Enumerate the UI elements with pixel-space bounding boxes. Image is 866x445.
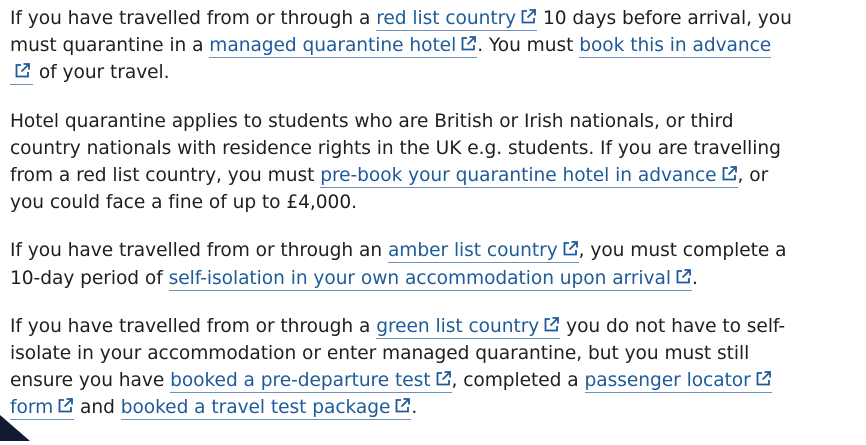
- external-link-icon: [394, 397, 411, 414]
- body-text: . You must: [477, 35, 580, 57]
- link-label: amber list country: [387, 240, 558, 262]
- body-text: ensure you have: [10, 370, 171, 392]
- body-text: 10-day period of: [10, 267, 169, 289]
- body-text: If you have travelled from or through a: [10, 315, 377, 337]
- body-text: isolate in your accommodation or enter m…: [10, 343, 750, 365]
- paragraph-line: from a red list country, you must pre-bo…: [10, 162, 866, 189]
- link-form[interactable]: form: [10, 397, 75, 421]
- external-link-icon: [562, 240, 579, 257]
- external-link-icon: [721, 165, 738, 182]
- body-text: If you have travelled from or through an: [10, 240, 388, 262]
- link-label: red list country: [376, 8, 517, 29]
- link-label: green list country: [376, 315, 540, 337]
- paragraph-line: Hotel quarantine applies to students who…: [10, 108, 866, 135]
- link-label: pre-book your quarantine hotel in advanc…: [320, 165, 717, 187]
- link-managed-quarantine-hotel[interactable]: managed quarantine hotel: [209, 35, 478, 59]
- link-label: form: [10, 397, 54, 419]
- body-text: , you must complete a: [578, 240, 787, 262]
- paragraph-line: form and booked a travel test package.: [10, 394, 866, 421]
- body-text: 10 days before arrival, you: [537, 8, 792, 29]
- body-text: If you have travelled from or through a: [10, 8, 377, 29]
- external-link-icon: [460, 35, 477, 52]
- link-amber-list-country[interactable]: amber list country: [387, 240, 579, 264]
- body-text: Hotel quarantine applies to students who…: [10, 110, 734, 132]
- corner-triangle-icon: [0, 409, 30, 441]
- body-text: .: [411, 397, 418, 419]
- paragraph-line: must quarantine in a managed quarantine …: [10, 32, 866, 59]
- paragraph-4: If you have travelled from or through a …: [10, 313, 866, 422]
- body-text: , or: [737, 165, 769, 187]
- paragraph-line: 10-day period of self-isolation in your …: [10, 265, 866, 292]
- link-red-list-country[interactable]: red list country: [376, 8, 538, 31]
- external-link-icon: [435, 370, 452, 387]
- link-passenger-locator[interactable]: passenger locator: [584, 370, 772, 394]
- paragraph-line: If you have travelled from or through an…: [10, 237, 866, 264]
- paragraph-1: If you have travelled from or through a …: [10, 5, 866, 87]
- link-self-isolation-in-your-own-accommodation-upon-arrival[interactable]: self-isolation in your own accommodation…: [168, 267, 692, 291]
- body-text: you do not have to self-: [560, 315, 786, 337]
- paragraph-line: If you have travelled from or through a …: [10, 5, 866, 32]
- link-book-this-in-advance-icon[interactable]: [10, 62, 33, 86]
- link-booked-a-travel-test-package[interactable]: booked a travel test package: [120, 397, 412, 421]
- link-label: book this in advance: [579, 35, 772, 57]
- paragraph-line: ensure you have booked a pre-departure t…: [10, 367, 866, 394]
- body-text: , completed a: [451, 370, 585, 392]
- paragraph-2: Hotel quarantine applies to students who…: [10, 108, 866, 217]
- link-green-list-country[interactable]: green list country: [376, 315, 561, 339]
- external-link-icon: [543, 316, 560, 333]
- link-booked-a-pre-departure-test[interactable]: booked a pre-departure test: [170, 370, 452, 394]
- link-book-this-in-advance[interactable]: book this in advance: [579, 35, 772, 59]
- external-link-icon: [755, 370, 772, 387]
- link-pre-book-your-quarantine-hotel-in-advance[interactable]: pre-book your quarantine hotel in advanc…: [320, 165, 738, 189]
- body-text: and: [74, 397, 121, 419]
- paragraph-line: If you have travelled from or through a …: [10, 313, 866, 340]
- link-label: managed quarantine hotel: [209, 35, 457, 57]
- external-link-icon: [675, 268, 692, 285]
- external-link-icon: [57, 397, 74, 414]
- body-text: of your travel.: [33, 62, 170, 84]
- paragraph-line: you could face a fine of up to £4,000.: [10, 189, 866, 216]
- paragraph-line: country nationals with residence rights …: [10, 135, 866, 162]
- paragraph-line: isolate in your accommodation or enter m…: [10, 340, 866, 367]
- paragraph-line: of your travel.: [10, 59, 866, 86]
- body-text: country nationals with residence rights …: [10, 137, 781, 159]
- link-label: self-isolation in your own accommodation…: [168, 267, 671, 289]
- body-text: must quarantine in a: [10, 35, 210, 57]
- external-link-icon: [14, 62, 31, 79]
- link-label: booked a travel test package: [120, 397, 391, 419]
- body-text: from a red list country, you must: [10, 165, 321, 187]
- link-label: passenger locator: [584, 370, 751, 392]
- link-label: booked a pre-departure test: [170, 370, 431, 392]
- travel-guidance-content: If you have travelled from or through a …: [10, 5, 866, 443]
- body-text: you could face a fine of up to £4,000.: [10, 192, 357, 214]
- paragraph-3: If you have travelled from or through an…: [10, 237, 866, 291]
- body-text: .: [691, 267, 698, 289]
- external-link-icon: [520, 8, 537, 25]
